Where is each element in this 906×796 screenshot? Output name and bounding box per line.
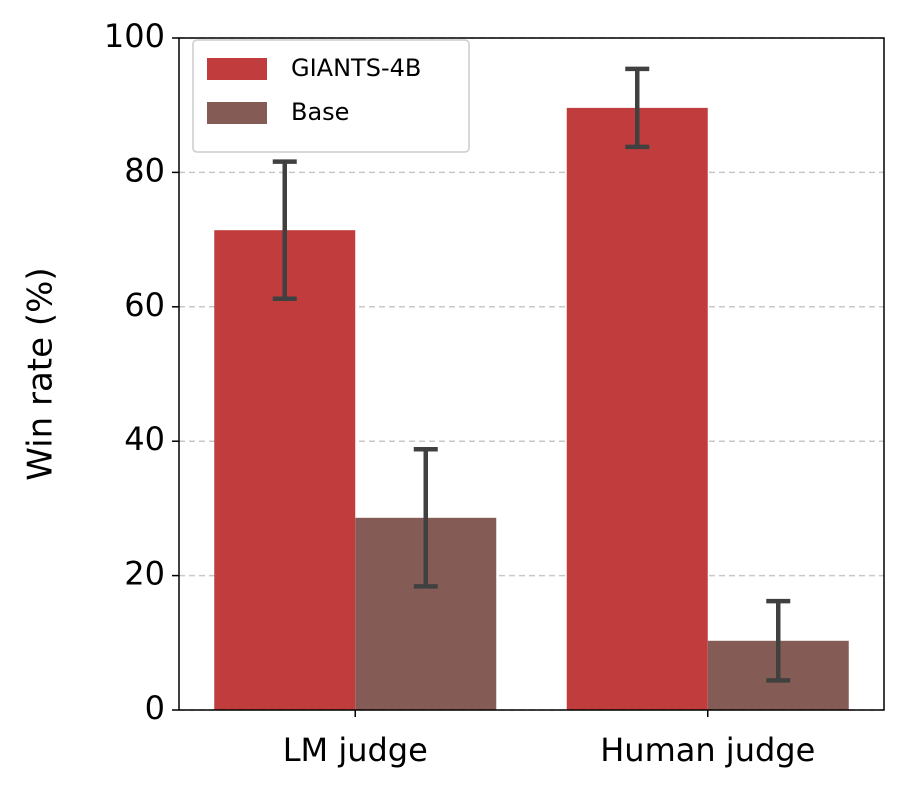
y-tick-label: 0 <box>145 689 165 727</box>
y-tick-label: 40 <box>124 420 165 458</box>
legend-swatch <box>207 58 267 80</box>
x-tick-label: Human judge <box>600 731 815 769</box>
error-bar <box>272 159 297 301</box>
x-tick-label: LM judge <box>283 731 428 769</box>
legend-swatch <box>207 102 267 124</box>
bar <box>214 230 356 710</box>
legend-label: Base <box>291 98 349 126</box>
y-axis-label: Win rate (%) <box>21 267 61 480</box>
error-bar <box>625 66 650 150</box>
legend-label: GIANTS-4B <box>291 54 421 82</box>
plot-frame <box>178 37 885 711</box>
y-tick-label: 100 <box>104 17 165 55</box>
error-bar <box>766 598 791 683</box>
error-bar <box>413 447 438 589</box>
y-tick-label: 80 <box>124 151 165 189</box>
y-tick-label: 60 <box>124 286 165 324</box>
bar <box>566 107 708 710</box>
y-tick-label: 20 <box>124 555 165 593</box>
